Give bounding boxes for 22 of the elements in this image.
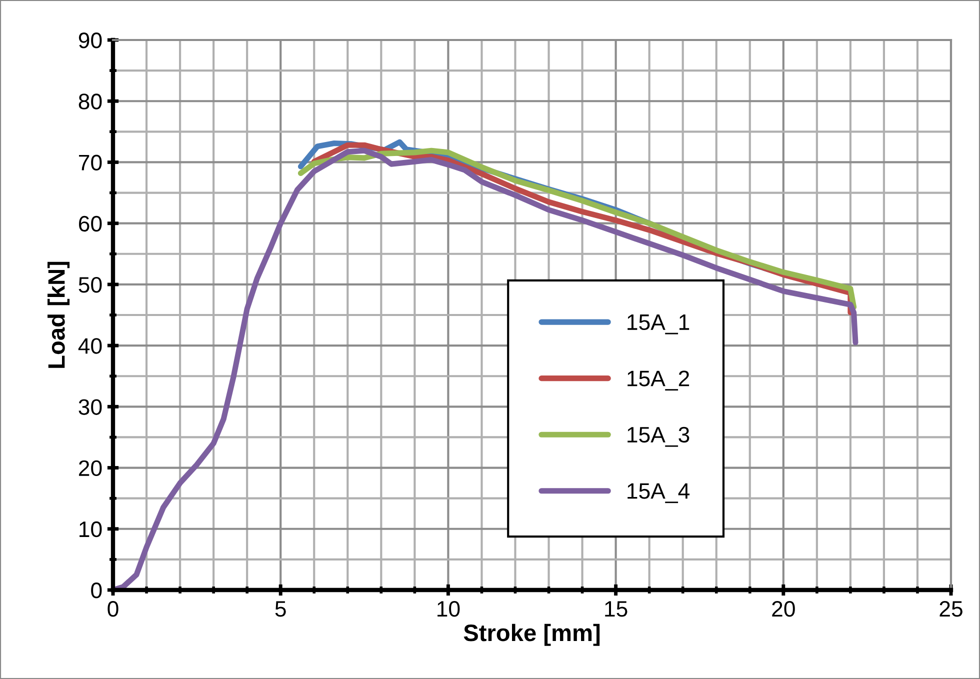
x-tick-label: 10 (438, 601, 460, 617)
x-tick-label: 15 (605, 601, 628, 617)
x-tick-label: 25 (940, 601, 962, 617)
x-tick-label: 0 (108, 601, 118, 617)
x-tick-label: 5 (275, 601, 286, 617)
legend-label: 15A_2 (628, 370, 690, 391)
y-tick-label: 50 (78, 276, 102, 293)
y-tick-label: 10 (80, 521, 102, 538)
y-tick-label: 20 (78, 460, 102, 476)
x-axis-title: Stroke [mm] (464, 624, 600, 646)
y-tick-label: 0 (91, 582, 102, 598)
legend-label: 15A_4 (628, 483, 690, 504)
x-tick-label: 20 (772, 601, 795, 617)
legend-label: 15A_3 (628, 426, 690, 447)
legend-label: 15A_1 (628, 314, 690, 334)
y-tick-label: 80 (78, 94, 102, 110)
y-tick-label: 90 (78, 32, 102, 48)
y-tick-label: 70 (79, 154, 102, 170)
y-tick-label: 40 (78, 338, 102, 354)
y-tick-label: 60 (78, 216, 102, 232)
y-axis-title: Load [kN] (48, 262, 70, 368)
y-tick-label: 30 (78, 399, 102, 415)
